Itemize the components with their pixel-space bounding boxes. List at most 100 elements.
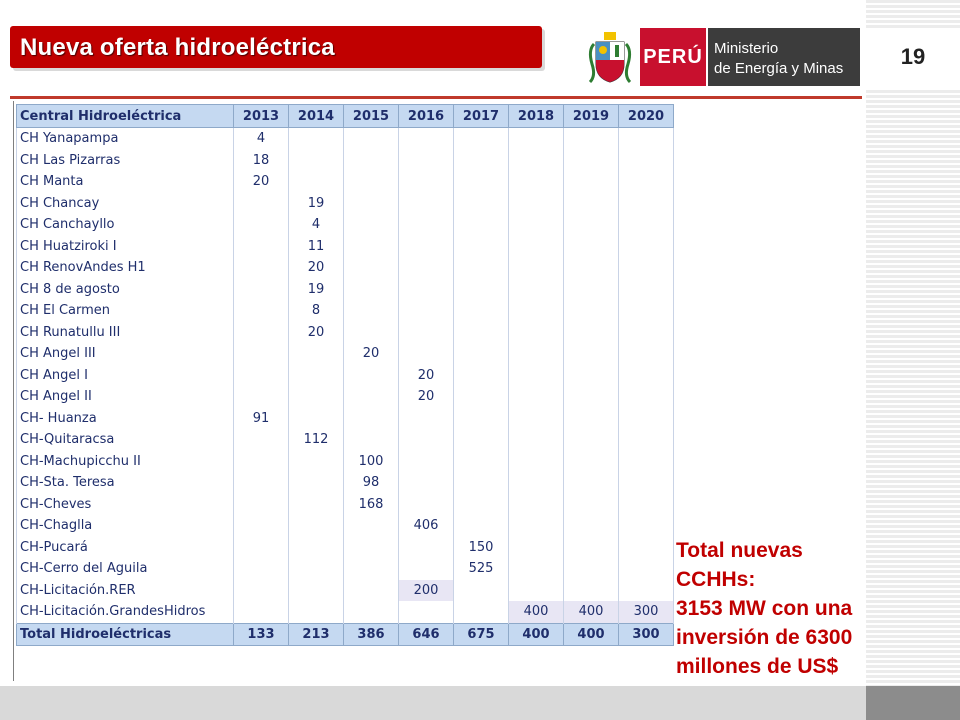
peru-coat-of-arms-icon xyxy=(588,32,632,84)
ministry-logo: Ministerio de Energía y Minas xyxy=(708,28,860,86)
capacity-cell xyxy=(508,472,564,494)
capacity-cell: 19 xyxy=(288,192,344,214)
capacity-cell xyxy=(288,450,344,472)
capacity-cell xyxy=(563,558,619,580)
capacity-cell xyxy=(563,515,619,537)
capacity-cell xyxy=(398,214,454,236)
capacity-cell xyxy=(618,192,674,214)
capacity-cell: 98 xyxy=(343,472,399,494)
capacity-cell xyxy=(233,493,289,515)
capacity-cell xyxy=(618,343,674,365)
capacity-cell xyxy=(453,601,509,623)
capacity-cell xyxy=(233,579,289,601)
hydro-plants-table: Central Hidroeléctrica 2013 2014 2015 2016 20… xyxy=(16,104,674,646)
column-header-year: 2014 xyxy=(288,104,344,128)
capacity-cell xyxy=(563,493,619,515)
capacity-cell xyxy=(343,364,399,386)
table-row: CH Manta 20 xyxy=(16,171,674,193)
capacity-cell xyxy=(618,364,674,386)
capacity-cell xyxy=(618,214,674,236)
table-row: CH-Licitación.RER 200 xyxy=(16,579,674,601)
capacity-cell xyxy=(233,536,289,558)
table-row: CH Angel III 20 xyxy=(16,343,674,365)
capacity-cell: 300 xyxy=(618,601,674,623)
capacity-cell xyxy=(233,343,289,365)
capacity-cell xyxy=(288,127,344,150)
capacity-cell xyxy=(233,278,289,300)
capacity-cell: 20 xyxy=(233,171,289,193)
total-value-cell: 400 xyxy=(508,622,564,646)
capacity-cell xyxy=(398,493,454,515)
capacity-cell: 11 xyxy=(288,235,344,257)
capacity-cell xyxy=(233,364,289,386)
capacity-cell xyxy=(343,558,399,580)
capacity-cell xyxy=(618,235,674,257)
capacity-cell xyxy=(398,536,454,558)
capacity-cell xyxy=(453,343,509,365)
capacity-cell xyxy=(563,579,619,601)
total-value-cell: 300 xyxy=(618,622,674,646)
capacity-cell xyxy=(563,192,619,214)
table-row: CH Angel II 20 xyxy=(16,386,674,408)
capacity-cell xyxy=(233,472,289,494)
capacity-cell xyxy=(343,127,399,150)
capacity-cell xyxy=(508,493,564,515)
capacity-cell xyxy=(288,407,344,429)
total-value-cell: 386 xyxy=(343,622,399,646)
plant-name-cell: CH Runatullu III xyxy=(16,321,234,343)
table-row: CH-Quitaracsa 112 xyxy=(16,429,674,451)
capacity-cell xyxy=(563,127,619,150)
capacity-cell xyxy=(343,429,399,451)
capacity-cell xyxy=(618,300,674,322)
table-row: CH-Cheves 168 xyxy=(16,493,674,515)
capacity-cell xyxy=(398,171,454,193)
capacity-cell xyxy=(233,450,289,472)
table-row: CH- Huanza 91 xyxy=(16,407,674,429)
table-row: CH Yanapampa 4 xyxy=(16,127,674,150)
table-row: CH-Sta. Teresa 98 xyxy=(16,472,674,494)
capacity-cell xyxy=(343,579,399,601)
capacity-cell: 200 xyxy=(398,579,454,601)
summary-line-4: millones de US$ xyxy=(676,655,839,678)
capacity-cell xyxy=(618,278,674,300)
capacity-cell xyxy=(343,192,399,214)
table-row: CH-Licitación.GrandesHidros 400 400 300 xyxy=(16,601,674,623)
capacity-cell xyxy=(563,343,619,365)
capacity-cell xyxy=(453,364,509,386)
plant-name-cell: CH RenovAndes H1 xyxy=(16,257,234,279)
header-divider xyxy=(10,96,862,99)
total-value-cell: 675 xyxy=(453,622,509,646)
page-number: 19 xyxy=(900,44,926,69)
capacity-cell xyxy=(453,321,509,343)
capacity-cell xyxy=(508,214,564,236)
capacity-cell xyxy=(398,429,454,451)
capacity-cell xyxy=(508,300,564,322)
capacity-cell: 20 xyxy=(343,343,399,365)
capacity-cell xyxy=(508,536,564,558)
peru-brand-logo: PERÚ xyxy=(640,28,706,86)
capacity-cell xyxy=(398,321,454,343)
plant-name-cell: CH Huatziroki I xyxy=(16,235,234,257)
capacity-cell xyxy=(398,450,454,472)
column-header-year: 2015 xyxy=(343,104,399,128)
table-row: CH Canchayllo 4 xyxy=(16,214,674,236)
capacity-cell xyxy=(563,450,619,472)
capacity-cell xyxy=(233,429,289,451)
capacity-cell xyxy=(453,407,509,429)
table-total-row: Total Hidroeléctricas 133 213 386 646 675 400 4… xyxy=(16,622,674,646)
capacity-cell xyxy=(563,407,619,429)
capacity-cell xyxy=(618,450,674,472)
capacity-cell xyxy=(453,171,509,193)
capacity-cell xyxy=(343,257,399,279)
total-label-cell: Total Hidroeléctricas xyxy=(16,622,234,646)
capacity-cell xyxy=(343,300,399,322)
capacity-cell xyxy=(618,257,674,279)
capacity-cell xyxy=(398,472,454,494)
capacity-cell xyxy=(618,536,674,558)
column-header-year: 2016 xyxy=(398,104,454,128)
capacity-cell xyxy=(563,429,619,451)
ministry-line-1: Ministerio xyxy=(714,40,779,57)
capacity-cell: 20 xyxy=(288,257,344,279)
capacity-cell xyxy=(508,429,564,451)
capacity-cell xyxy=(563,171,619,193)
